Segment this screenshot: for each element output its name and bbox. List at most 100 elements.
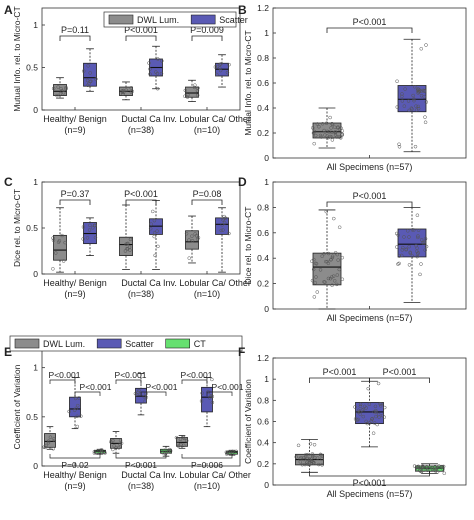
x-category-count: (n=38) [128, 481, 154, 491]
significance-bracket [326, 201, 413, 207]
x-category-count: (n=9) [64, 125, 85, 135]
data-point [196, 236, 201, 240]
legend-swatch [165, 338, 191, 349]
data-point [311, 454, 315, 459]
data-point [322, 251, 326, 256]
data-point [99, 448, 104, 452]
data-point [304, 452, 308, 457]
data-point [330, 283, 334, 288]
data-point [406, 229, 410, 233]
data-point [424, 100, 429, 104]
data-point [419, 262, 423, 266]
data-point [400, 92, 404, 96]
data-point [79, 414, 83, 418]
data-point [325, 129, 329, 134]
data-point [313, 281, 318, 285]
data-point [412, 98, 416, 103]
data-point [336, 258, 340, 262]
data-point [87, 228, 92, 232]
data-point [53, 251, 58, 255]
significance-bracket [206, 391, 233, 396]
data-point [370, 416, 375, 421]
data-point [152, 234, 156, 239]
y-tick-label: 0.4 [257, 438, 269, 448]
significance-bracket [115, 454, 167, 459]
data-point [219, 228, 223, 233]
data-point [214, 72, 219, 77]
data-point [58, 92, 63, 96]
y-tick-label: 0.8 [257, 53, 269, 63]
data-point [298, 456, 302, 461]
y-axis-label: Dice rel. to Micro-CT [243, 207, 253, 285]
data-point [327, 130, 331, 134]
data-point [330, 121, 334, 126]
y-axis-label: Mutual Info. rel. to Micro-CT [243, 30, 253, 135]
panel-letter: A [4, 3, 13, 17]
data-point [312, 129, 317, 134]
data-point [362, 404, 367, 409]
data-point [330, 254, 335, 258]
data-point [148, 72, 152, 76]
data-point [415, 213, 420, 218]
p-value-label: P<0.001 [125, 460, 157, 470]
p-value-label: P=0.37 [61, 189, 90, 199]
data-point [57, 239, 62, 243]
x-category-label: Inv. Lobular Ca/ Other [163, 114, 251, 124]
data-point [441, 464, 446, 469]
data-point [109, 440, 113, 444]
p-value-label: P<0.001 [124, 25, 158, 35]
significance-bracket [140, 391, 167, 396]
panel-c: C 0 0.5 1 Dice rel. to Micro-CT Healthy/ Beni… [4, 175, 251, 299]
data-point [340, 277, 345, 282]
data-point [330, 138, 335, 142]
panel-e: E 0 0.5 1 Coefficient of Variation Healthy/ B… [4, 335, 251, 491]
p-value-label: P<0.001 [383, 367, 417, 377]
panel-d: D 0 0.2 0.4 0.6 0.8 1 Dice rel. to Micro-CT All … [238, 175, 467, 323]
data-point [353, 405, 357, 409]
data-point [225, 70, 230, 75]
panel-letter: B [238, 3, 247, 17]
data-point [374, 410, 378, 414]
data-point [356, 408, 361, 413]
data-point [356, 410, 360, 415]
data-point [410, 107, 414, 111]
data-point [375, 422, 379, 427]
data-point [404, 247, 408, 252]
data-point [312, 442, 317, 447]
data-point [179, 442, 183, 447]
data-point [227, 231, 231, 236]
data-point [311, 461, 316, 465]
data-point [181, 435, 186, 440]
data-point [397, 145, 402, 149]
data-point [371, 431, 376, 435]
data-point [439, 464, 444, 469]
data-point [60, 233, 64, 238]
data-point [358, 404, 363, 409]
data-point [93, 235, 98, 240]
data-point [149, 222, 153, 226]
data-point [133, 391, 138, 396]
data-point [310, 459, 314, 464]
data-point [310, 452, 315, 456]
data-point [223, 216, 228, 220]
panel-b: B 0 0.2 0.4 0.6 0.8 1 1.2 Mutual Info. rel. to M… [238, 3, 467, 172]
data-point [182, 436, 187, 441]
data-point [397, 142, 401, 147]
p-value-label: P<0.001 [49, 370, 81, 380]
significance-bracket [49, 454, 101, 459]
y-tick-label: 0.6 [257, 228, 269, 238]
data-point [423, 115, 427, 119]
data-point [227, 62, 231, 67]
data-point [221, 228, 225, 232]
p-value-label: P=0.02 [61, 460, 88, 470]
data-point [356, 417, 360, 422]
data-point [365, 421, 369, 426]
data-point [335, 273, 340, 277]
data-point [414, 108, 419, 112]
data-point [60, 88, 64, 93]
data-point [163, 452, 168, 456]
data-point [416, 104, 420, 109]
data-point [419, 238, 424, 242]
data-point [187, 256, 192, 260]
data-point [335, 125, 340, 130]
